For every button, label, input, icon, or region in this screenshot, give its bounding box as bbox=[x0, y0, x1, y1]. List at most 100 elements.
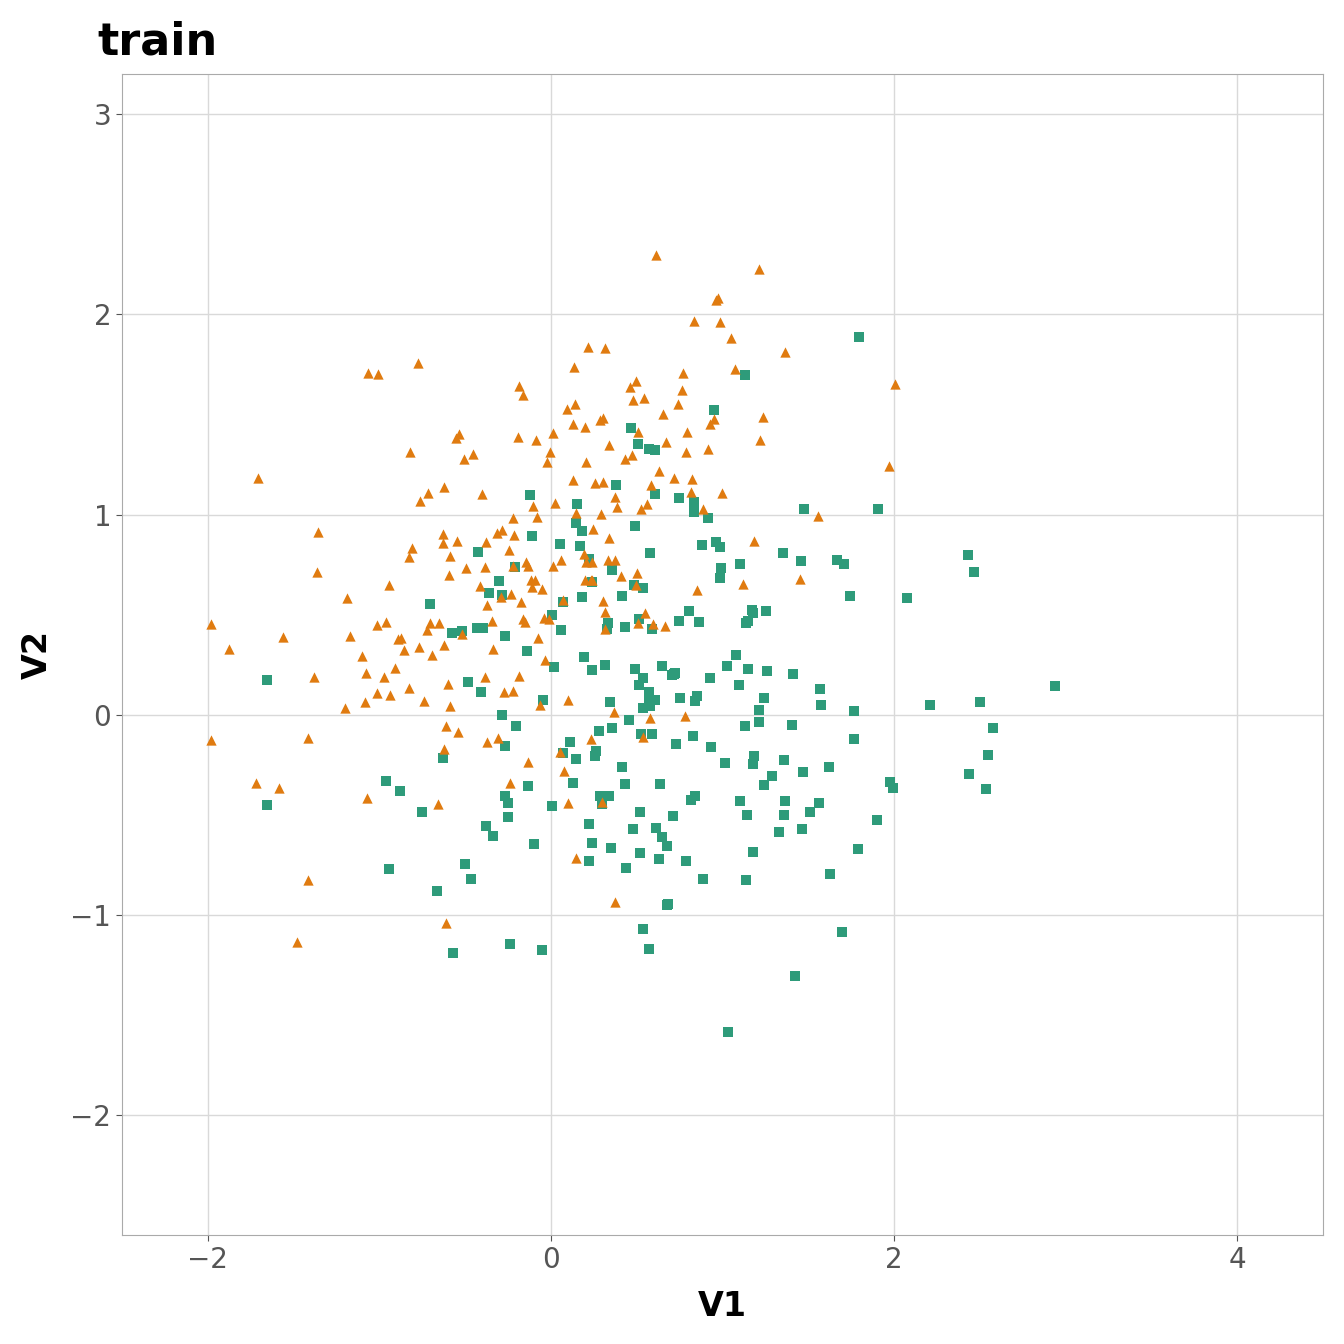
Point bbox=[969, 691, 991, 712]
Point bbox=[774, 790, 796, 812]
Point bbox=[246, 771, 267, 793]
Point bbox=[304, 667, 325, 688]
Point bbox=[507, 426, 528, 448]
Point bbox=[563, 356, 585, 378]
Point bbox=[355, 691, 376, 712]
Point bbox=[735, 613, 757, 634]
Point bbox=[524, 833, 546, 855]
Point bbox=[476, 594, 497, 616]
Point bbox=[774, 341, 796, 363]
Point bbox=[645, 484, 667, 505]
Point bbox=[810, 695, 832, 716]
Point bbox=[742, 841, 763, 863]
Point bbox=[962, 562, 984, 583]
Point bbox=[749, 700, 770, 722]
Point bbox=[792, 817, 813, 839]
Point bbox=[628, 675, 649, 696]
Point bbox=[715, 753, 737, 774]
Point bbox=[628, 421, 649, 442]
Point bbox=[668, 392, 689, 414]
Point bbox=[626, 563, 648, 585]
Point bbox=[564, 847, 586, 868]
Point bbox=[684, 786, 706, 808]
Point bbox=[434, 738, 456, 759]
Point bbox=[564, 512, 586, 534]
Point bbox=[582, 659, 603, 680]
Point bbox=[594, 601, 616, 622]
Point bbox=[532, 689, 554, 711]
Point bbox=[306, 560, 328, 582]
Point bbox=[426, 880, 448, 902]
Point bbox=[847, 837, 868, 859]
Point bbox=[449, 423, 470, 445]
Point bbox=[577, 336, 598, 358]
Point bbox=[640, 542, 661, 563]
Point bbox=[692, 499, 714, 520]
Point bbox=[578, 813, 599, 835]
Point bbox=[734, 364, 755, 386]
Point bbox=[638, 688, 660, 710]
Point bbox=[656, 431, 677, 453]
Point bbox=[407, 352, 429, 374]
Point bbox=[749, 258, 770, 280]
Point bbox=[539, 441, 560, 462]
Point bbox=[632, 667, 653, 688]
Point bbox=[476, 814, 497, 836]
Point bbox=[491, 587, 512, 609]
Point bbox=[255, 669, 277, 691]
Point bbox=[434, 476, 456, 497]
Point bbox=[773, 804, 794, 825]
Point bbox=[919, 694, 941, 715]
Point bbox=[367, 614, 388, 636]
Point bbox=[536, 452, 558, 473]
Point bbox=[500, 773, 521, 794]
Point bbox=[439, 696, 461, 718]
Point bbox=[410, 491, 431, 512]
Point bbox=[681, 468, 703, 489]
Point bbox=[808, 792, 829, 813]
Point bbox=[562, 469, 583, 491]
Point bbox=[512, 607, 534, 629]
Point bbox=[472, 482, 493, 504]
Point bbox=[708, 288, 730, 309]
Point bbox=[446, 427, 468, 449]
Point bbox=[413, 689, 434, 711]
Point bbox=[742, 753, 763, 774]
Point bbox=[794, 499, 816, 520]
Point bbox=[495, 786, 516, 808]
Point bbox=[552, 742, 574, 763]
Point bbox=[773, 750, 794, 771]
Point bbox=[683, 310, 704, 332]
Point bbox=[543, 656, 564, 677]
Point bbox=[738, 657, 759, 679]
Point bbox=[698, 508, 719, 530]
Point bbox=[638, 938, 660, 960]
Point bbox=[957, 544, 978, 566]
Point bbox=[820, 864, 841, 886]
Point bbox=[200, 730, 222, 751]
Point bbox=[958, 763, 980, 785]
Point bbox=[556, 398, 578, 419]
Point bbox=[835, 46, 856, 67]
Point bbox=[474, 531, 496, 552]
Point bbox=[769, 821, 790, 843]
Point bbox=[598, 528, 620, 550]
Point bbox=[442, 942, 464, 964]
Point bbox=[532, 578, 554, 599]
Point bbox=[594, 618, 616, 640]
Point bbox=[716, 656, 738, 677]
Point bbox=[629, 801, 650, 823]
Point bbox=[563, 413, 585, 434]
Point bbox=[339, 625, 360, 646]
Point bbox=[800, 801, 821, 823]
Point bbox=[833, 554, 855, 575]
Point bbox=[499, 539, 520, 560]
Point bbox=[218, 638, 239, 660]
Point bbox=[512, 384, 534, 406]
Point bbox=[551, 620, 573, 641]
Point bbox=[755, 601, 777, 622]
Point bbox=[515, 551, 536, 573]
Point bbox=[625, 370, 646, 391]
Point bbox=[472, 617, 493, 638]
Point bbox=[652, 827, 673, 848]
